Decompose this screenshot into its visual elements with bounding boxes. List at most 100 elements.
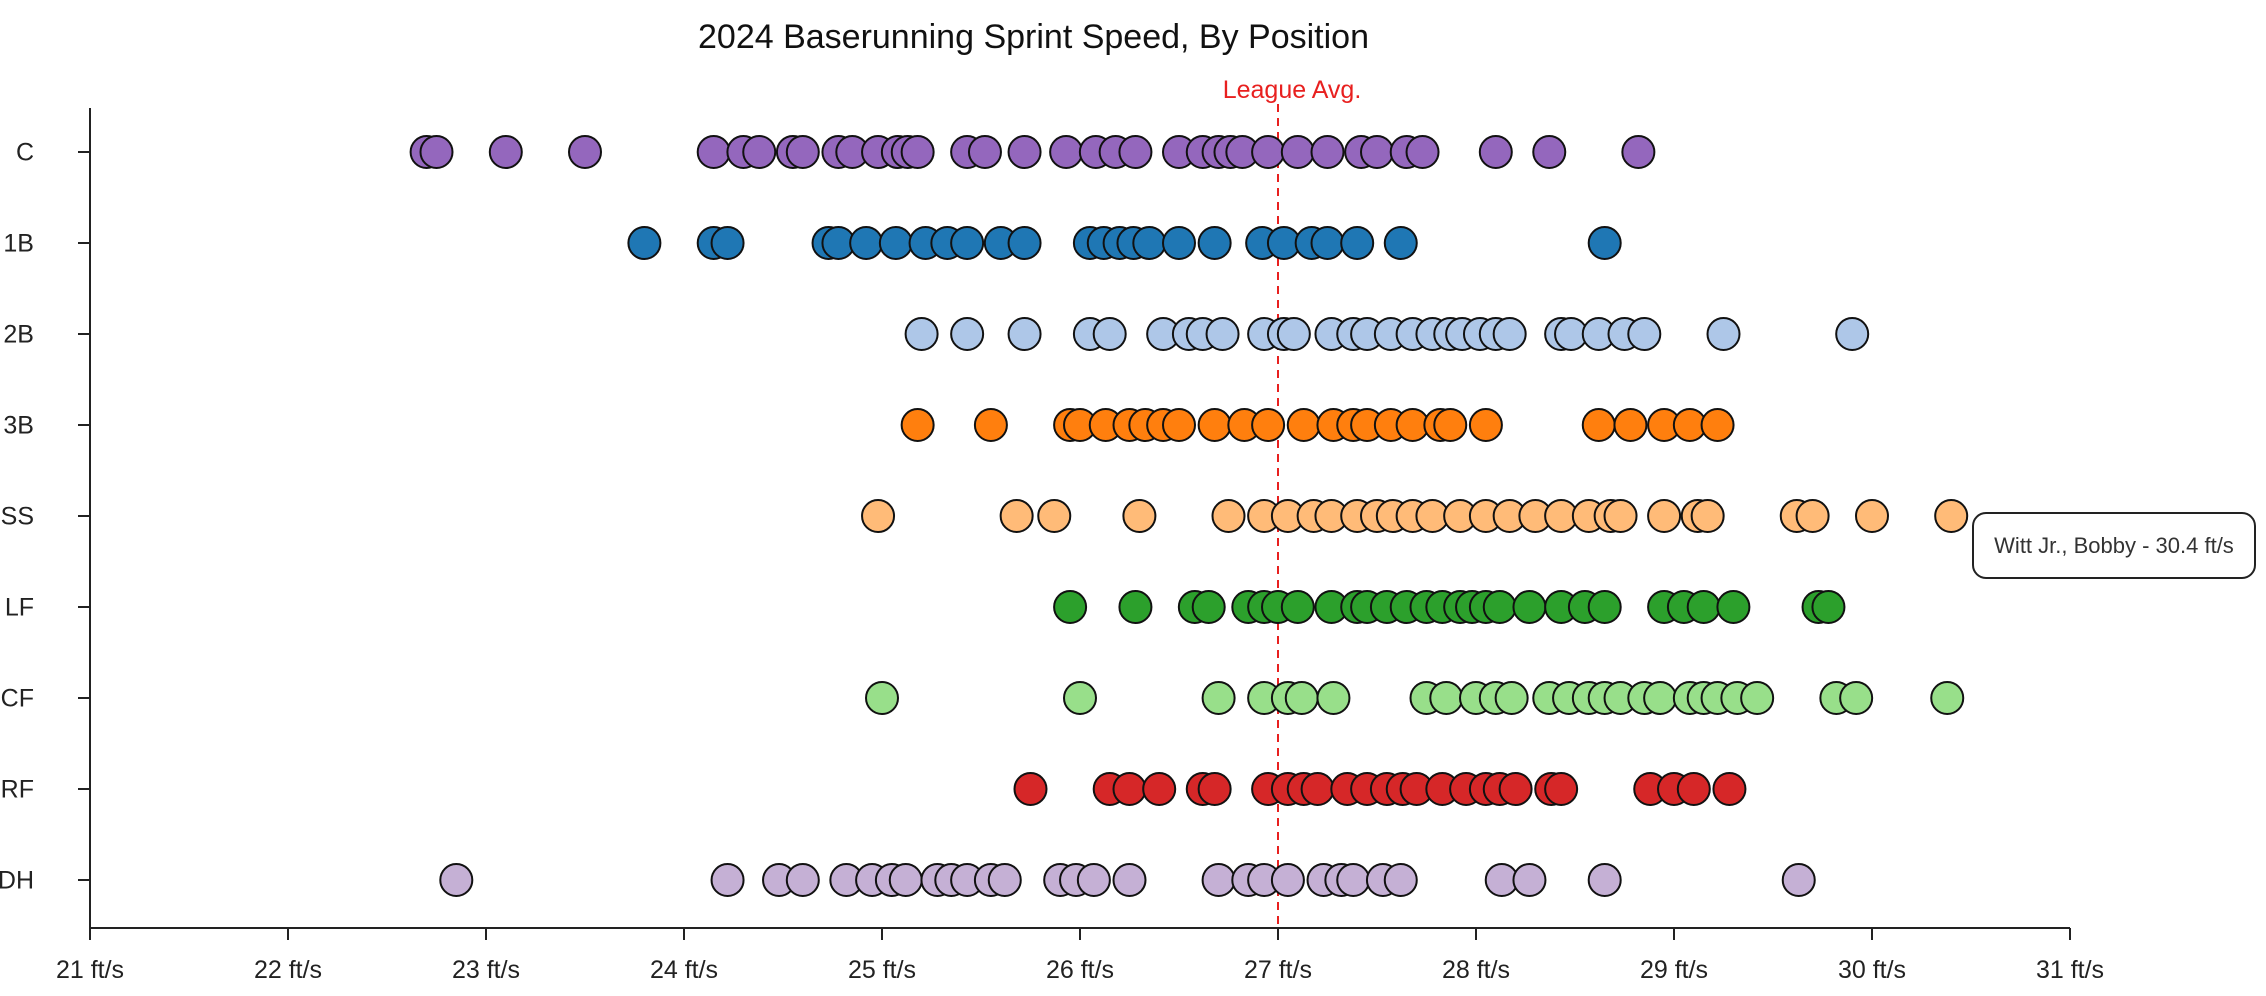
data-point bbox=[1092, 317, 1127, 351]
axes: C 1B 2B 3B SS LF CF RF DH 21 ft/s 22 ft/s 23 ft/s 24… bbox=[0, 108, 2104, 984]
x-tick-label: 30 ft/s bbox=[1838, 956, 1906, 984]
data-point bbox=[1647, 499, 1682, 533]
data-point bbox=[1211, 499, 1246, 533]
series-dh bbox=[439, 863, 1816, 897]
data-point bbox=[1013, 772, 1048, 806]
data-point bbox=[785, 135, 820, 169]
data-point bbox=[1839, 681, 1874, 715]
data-point bbox=[1007, 135, 1042, 169]
data-point bbox=[1686, 590, 1721, 624]
data-point bbox=[1251, 135, 1286, 169]
data-points bbox=[409, 135, 1969, 897]
data-point bbox=[439, 863, 474, 897]
data-point bbox=[1251, 408, 1286, 442]
data-point bbox=[888, 863, 923, 897]
x-tick-label: 24 ft/s bbox=[650, 956, 718, 984]
data-point bbox=[950, 226, 985, 260]
y-tick-label: DH bbox=[0, 867, 34, 895]
data-point bbox=[1613, 408, 1648, 442]
data-point bbox=[1482, 590, 1517, 624]
data-point bbox=[865, 681, 899, 715]
data-point bbox=[1310, 135, 1345, 169]
y-tick-label: 3B bbox=[3, 412, 34, 440]
data-point bbox=[1706, 317, 1741, 351]
data-point bbox=[1795, 499, 1830, 533]
data-point bbox=[1118, 135, 1153, 169]
data-point bbox=[1310, 226, 1345, 260]
data-point bbox=[1201, 863, 1236, 897]
data-point bbox=[1492, 317, 1527, 351]
x-tick-label: 22 ft/s bbox=[254, 956, 322, 984]
data-point bbox=[1300, 772, 1335, 806]
data-point bbox=[900, 135, 935, 169]
x-tick-label: 23 ft/s bbox=[452, 956, 520, 984]
data-point bbox=[861, 499, 896, 533]
series-rf bbox=[1013, 772, 1747, 806]
data-point bbox=[1286, 408, 1321, 442]
data-point bbox=[1811, 590, 1846, 624]
data-point bbox=[419, 135, 454, 169]
data-point bbox=[1587, 226, 1622, 260]
data-point bbox=[1201, 681, 1236, 715]
data-point bbox=[987, 863, 1022, 897]
data-point bbox=[1063, 681, 1097, 715]
data-point bbox=[1429, 681, 1464, 715]
data-point bbox=[1280, 135, 1315, 169]
data-point bbox=[488, 135, 523, 169]
data-point bbox=[1191, 590, 1226, 624]
series-1b bbox=[627, 226, 1622, 260]
data-point bbox=[568, 135, 602, 169]
data-point bbox=[1076, 863, 1111, 897]
data-point bbox=[900, 408, 935, 442]
data-point bbox=[1118, 590, 1153, 624]
data-point bbox=[1855, 499, 1889, 533]
data-point bbox=[1132, 226, 1167, 260]
data-point bbox=[1197, 226, 1232, 260]
data-point bbox=[1405, 135, 1440, 169]
x-tick-label: 25 ft/s bbox=[848, 956, 916, 984]
x-tick-label: 27 ft/s bbox=[1244, 956, 1312, 984]
x-tick-label: 21 ft/s bbox=[56, 956, 124, 984]
data-point bbox=[1280, 590, 1315, 624]
data-point bbox=[1781, 863, 1816, 897]
data-point bbox=[710, 863, 745, 897]
data-point bbox=[1112, 863, 1147, 897]
data-point bbox=[1197, 772, 1232, 806]
data-point bbox=[904, 317, 939, 351]
data-point bbox=[1587, 590, 1622, 624]
y-tick-label: C bbox=[16, 139, 34, 167]
data-point bbox=[1276, 317, 1311, 351]
data-point bbox=[1643, 681, 1678, 715]
data-point bbox=[1690, 499, 1725, 533]
data-point bbox=[1621, 135, 1656, 169]
data-point bbox=[710, 226, 745, 260]
data-point bbox=[950, 317, 985, 351]
data-point bbox=[973, 408, 1008, 442]
data-point bbox=[1112, 772, 1147, 806]
data-point bbox=[1037, 499, 1072, 533]
data-point bbox=[1336, 863, 1371, 897]
data-point bbox=[1433, 408, 1468, 442]
y-tick-label: LF bbox=[5, 594, 34, 622]
data-point bbox=[1142, 772, 1177, 806]
data-point bbox=[1162, 226, 1196, 260]
league-average-line: League Avg. bbox=[1223, 76, 1361, 928]
data-point bbox=[1053, 590, 1088, 624]
data-point bbox=[785, 863, 820, 897]
data-point bbox=[1498, 772, 1533, 806]
y-tick-label: CF bbox=[1, 685, 34, 713]
data-point bbox=[1740, 681, 1775, 715]
data-point bbox=[1162, 408, 1196, 442]
data-point bbox=[1835, 317, 1870, 351]
data-point bbox=[1316, 681, 1351, 715]
data-point bbox=[1197, 408, 1232, 442]
data-point bbox=[1478, 135, 1513, 169]
series-c bbox=[409, 135, 1656, 169]
data-point bbox=[999, 499, 1034, 533]
data-point bbox=[967, 135, 1002, 169]
y-tick-label: 2B bbox=[3, 321, 34, 349]
data-point bbox=[1512, 863, 1547, 897]
chart-title: 2024 Baserunning Sprint Speed, By Positi… bbox=[698, 18, 1369, 56]
data-point bbox=[1676, 772, 1711, 806]
